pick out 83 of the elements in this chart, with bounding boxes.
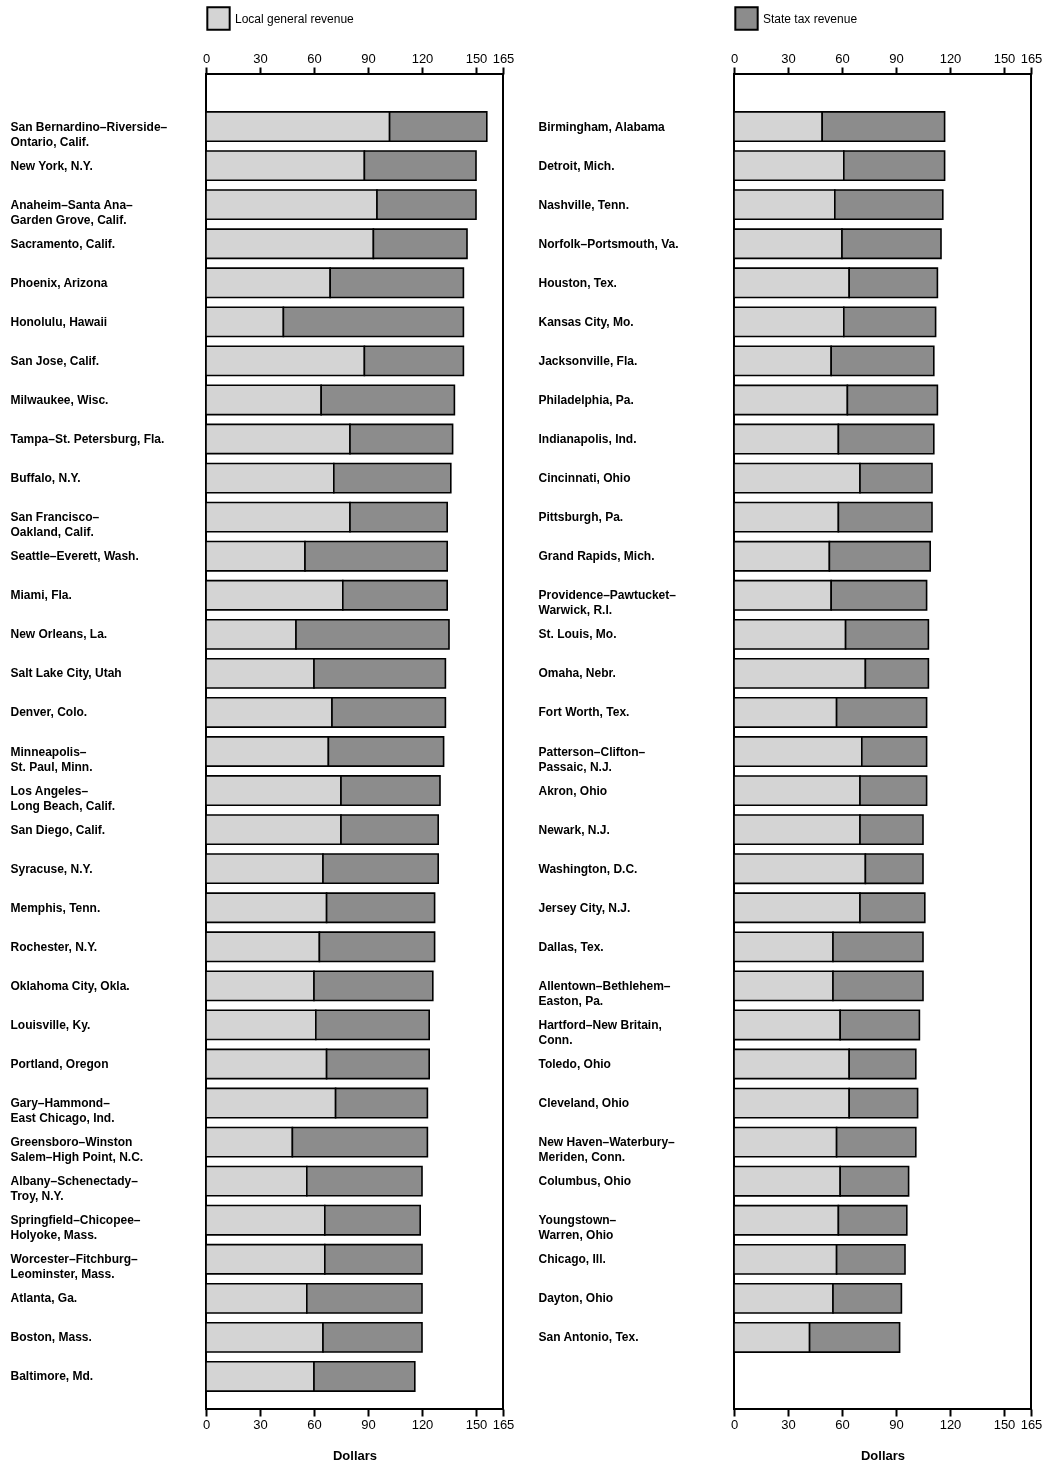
y-tick-label: New Orleans, La. <box>10 627 108 642</box>
x-axis-title: Dollars <box>860 1447 906 1463</box>
x-tick-label: 165 <box>492 1416 515 1432</box>
x-tick-label: 120 <box>939 50 962 66</box>
y-tick-label: Baltimore, Md. <box>10 1369 94 1384</box>
y-tick-label: New York, N.Y. <box>10 158 93 173</box>
y-tick-label: Jacksonville, Fla. <box>538 353 638 368</box>
y-tick-label: Buffalo, N.Y. <box>10 471 81 486</box>
x-tick-label: 0 <box>202 1416 211 1432</box>
y-tick-label: Phoenix, Arizona <box>10 275 108 290</box>
y-tick-label: Nashville, Tenn. <box>538 197 629 212</box>
y-tick-label: Salt Lake City, Utah <box>10 666 122 681</box>
x-tick-label: 150 <box>993 50 1016 66</box>
x-tick-label: 90 <box>889 50 904 66</box>
x-tick-label: 30 <box>781 50 796 66</box>
y-tick-label: Louisville, Ky. <box>10 1017 91 1032</box>
y-tick-label: Youngstown– Warren, Ohio <box>538 1213 617 1243</box>
y-tick-label: Los Angeles– Long Beach, Calif. <box>10 783 116 813</box>
y-tick-label: New Haven–Waterbury– Meriden, Conn. <box>538 1135 676 1165</box>
x-tick-label: 0 <box>730 50 739 66</box>
y-tick-label: Omaha, Nebr. <box>538 666 616 681</box>
y-tick-label: Springfield–Chicopee– Holyoke, Mass. <box>10 1213 141 1243</box>
x-tick-label: 60 <box>835 50 850 66</box>
y-tick-label: Providence–Pawtucket– Warwick, R.I. <box>538 588 677 618</box>
y-tick-label: San Antonio, Tex. <box>538 1330 639 1345</box>
y-tick-label: Oklahoma City, Okla. <box>10 978 130 993</box>
y-tick-label: Birmingham, Alabama <box>538 119 666 134</box>
y-tick-label: Columbus, Ohio <box>538 1174 632 1189</box>
y-tick-label: Jersey City, N.J. <box>538 900 631 915</box>
y-tick-label: Boston, Mass. <box>10 1330 92 1345</box>
y-tick-label: St. Louis, Mo. <box>538 627 617 642</box>
y-tick-label: Detroit, Mich. <box>538 158 615 173</box>
y-tick-label: San Jose, Calif. <box>10 353 100 368</box>
y-tick-label: Hartford–New Britain, Conn. <box>538 1017 662 1047</box>
y-tick-label: Pittsburgh, Pa. <box>538 510 624 525</box>
y-tick-label: Honolulu, Hawaii <box>10 314 108 329</box>
y-tick-label: San Diego, Calif. <box>10 822 106 837</box>
y-tick-label: Cincinnati, Ohio <box>538 471 631 486</box>
y-tick-label: Washington, D.C. <box>538 861 638 876</box>
legend-label: State tax revenue <box>763 11 858 26</box>
y-tick-label: Norfolk–Portsmouth, Va. <box>538 236 679 251</box>
y-tick-label: Chicago, Ill. <box>538 1252 606 1267</box>
y-tick-label: Anaheim–Santa Ana– Garden Grove, Calif. <box>10 197 134 227</box>
x-tick-label: 60 <box>307 1416 322 1432</box>
y-tick-label: San Francisco– Oakland, Calif. <box>10 510 100 540</box>
y-tick-label: Akron, Ohio <box>538 783 608 798</box>
y-tick-label: Rochester, N.Y. <box>10 939 98 954</box>
y-tick-label: Greensboro–Winston Salem–High Point, N.C. <box>10 1135 144 1165</box>
y-tick-label: Fort Worth, Tex. <box>538 705 630 720</box>
y-tick-label: Minneapolis– St. Paul, Minn. <box>10 744 93 774</box>
y-tick-label: Memphis, Tenn. <box>10 900 101 915</box>
y-tick-label: Allentown–Bethlehem– Easton, Pa. <box>538 978 671 1008</box>
y-tick-label: Sacramento, Calif. <box>10 236 116 251</box>
y-tick-label: Toledo, Ohio <box>538 1057 611 1072</box>
y-tick-label: Portland, Oregon <box>10 1056 109 1071</box>
y-tick-label: Denver, Colo. <box>10 705 88 720</box>
x-tick-label: 165 <box>1020 50 1043 66</box>
y-tick-label: Dallas, Tex. <box>538 939 604 954</box>
y-tick-label: Houston, Tex. <box>538 275 617 290</box>
x-tick-label: 120 <box>411 1416 434 1432</box>
y-tick-label: Tampa–St. Petersburg, Fla. <box>10 432 165 447</box>
y-tick-label: Kansas City, Mo. <box>538 314 634 329</box>
y-tick-label: Patterson–Clifton– Passaic, N.J. <box>538 744 646 774</box>
y-tick-label: Dayton, Ohio <box>538 1291 614 1306</box>
x-tick-label: 150 <box>465 1416 488 1432</box>
legend-label: Local general revenue <box>235 11 355 26</box>
y-tick-label: Gary–Hammond– East Chicago, Ind. <box>10 1096 115 1126</box>
x-tick-label: 30 <box>253 1416 268 1432</box>
y-tick-label: Syracuse, N.Y. <box>10 861 93 876</box>
y-tick-label: Seattle–Everett, Wash. <box>10 549 139 564</box>
y-tick-label: Philadelphia, Pa. <box>538 392 634 407</box>
x-axis-title: Dollars <box>332 1447 378 1463</box>
y-tick-label: Worcester–Fitchburg– Leominster, Mass. <box>10 1252 138 1282</box>
y-tick-label: Miami, Fla. <box>10 588 72 603</box>
y-tick-label: Milwaukee, Wisc. <box>10 392 109 407</box>
y-tick-label: Indianapolis, Ind. <box>538 432 637 447</box>
y-tick-label: Albany–Schenectady– Troy, N.Y. <box>10 1174 139 1204</box>
y-tick-label: Cleveland, Ohio <box>538 1096 630 1111</box>
y-tick-label: Grand Rapids, Mich. <box>538 549 655 564</box>
y-tick-label: San Bernardino–Riverside– Ontario, Calif. <box>10 119 168 149</box>
y-tick-label: Atlanta, Ga. <box>10 1291 78 1306</box>
x-tick-label: 90 <box>361 1416 376 1432</box>
y-tick-label: Newark, N.J. <box>538 822 610 837</box>
